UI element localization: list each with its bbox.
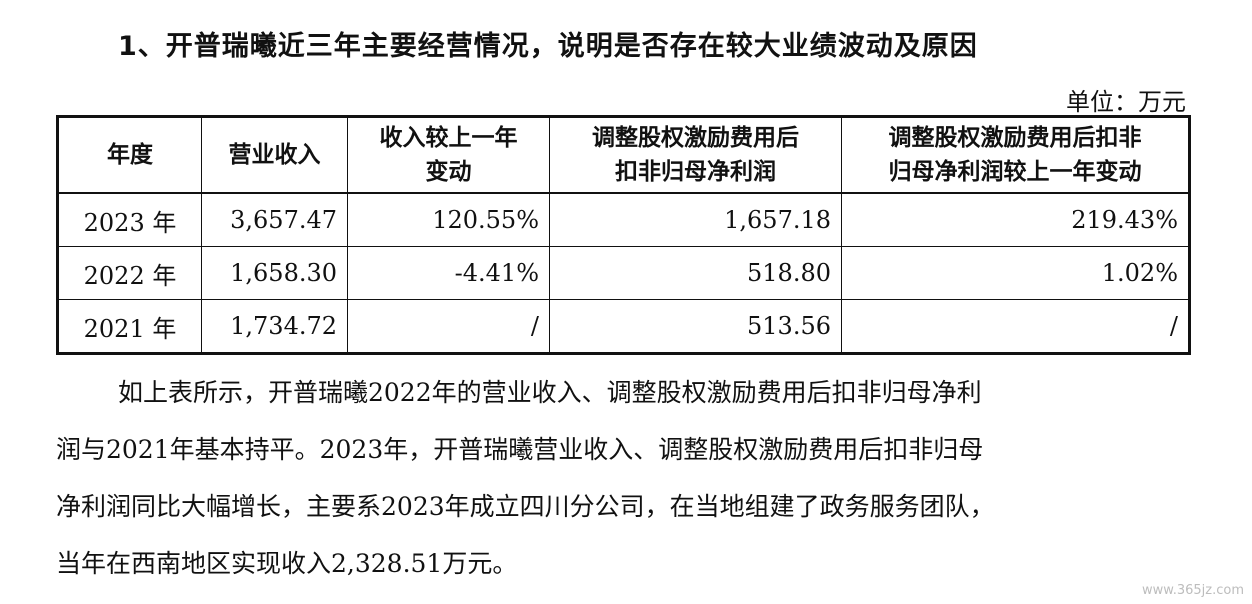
cell-year: 2023 年 xyxy=(57,192,202,247)
header-adjusted-profit-change: 调整股权激励费用后扣非 归母净利润较上一年变动 xyxy=(841,116,1190,194)
cell-profit: 518.80 xyxy=(549,246,842,300)
cell-revenue: 1,734.72 xyxy=(201,299,348,354)
header-year: 年度 xyxy=(57,116,202,194)
section-heading: 1、开普瑞曦近三年主要经营情况，说明是否存在较大业绩波动及原因 xyxy=(118,31,978,62)
financial-table: 年度 营业收入 收入较上一年 变动 调整股权激励费用后 扣非归母净利润 调整股权激励… xyxy=(56,115,1191,355)
cell-profit: 1,657.18 xyxy=(549,192,842,247)
cell-profit-change: 1.02% xyxy=(841,246,1190,300)
unit-label: 单位：万元 xyxy=(1066,88,1186,116)
cell-year: 2022 年 xyxy=(57,246,202,300)
cell-profit: 513.56 xyxy=(549,299,842,354)
paragraph-line: 润与2021年基本持平。2023年，开普瑞曦营业收入、调整股权激励费用后扣非归母 xyxy=(56,435,984,464)
header-adjusted-profit: 调整股权激励费用后 扣非归母净利润 xyxy=(549,116,842,194)
cell-revenue: 1,658.30 xyxy=(201,246,348,300)
cell-revenue-change: 120.55% xyxy=(347,192,550,247)
cell-profit-change: / xyxy=(841,299,1190,354)
cell-year: 2021 年 xyxy=(57,299,202,354)
paragraph-line: 净利润同比大幅增长，主要系2023年成立四川分公司，在当地组建了政务服务团队， xyxy=(56,492,995,521)
body-paragraph: 如上表所示，开普瑞曦2022年的营业收入、调整股权激励费用后扣非归母净利 润与2… xyxy=(56,364,1192,592)
watermark: www.365jz.com xyxy=(1142,583,1244,598)
table-row: 2023 年 3,657.47 120.55% 1,657.18 219.43% xyxy=(57,192,1190,247)
table-row: 2021 年 1,734.72 / 513.56 / xyxy=(57,299,1190,354)
cell-profit-change: 219.43% xyxy=(841,192,1190,247)
cell-revenue-change: -4.41% xyxy=(347,246,550,300)
paragraph-line: 当年在西南地区实现收入2,328.51万元。 xyxy=(56,549,518,578)
paragraph-line: 如上表所示，开普瑞曦2022年的营业收入、调整股权激励费用后扣非归母净利 xyxy=(118,378,982,407)
cell-revenue: 3,657.47 xyxy=(201,192,348,247)
header-revenue: 营业收入 xyxy=(201,116,348,194)
table-header-row: 年度 营业收入 收入较上一年 变动 调整股权激励费用后 扣非归母净利润 调整股权激励… xyxy=(57,116,1190,194)
cell-revenue-change: / xyxy=(347,299,550,354)
header-revenue-change: 收入较上一年 变动 xyxy=(347,116,550,194)
table-row: 2022 年 1,658.30 -4.41% 518.80 1.02% xyxy=(57,246,1190,300)
